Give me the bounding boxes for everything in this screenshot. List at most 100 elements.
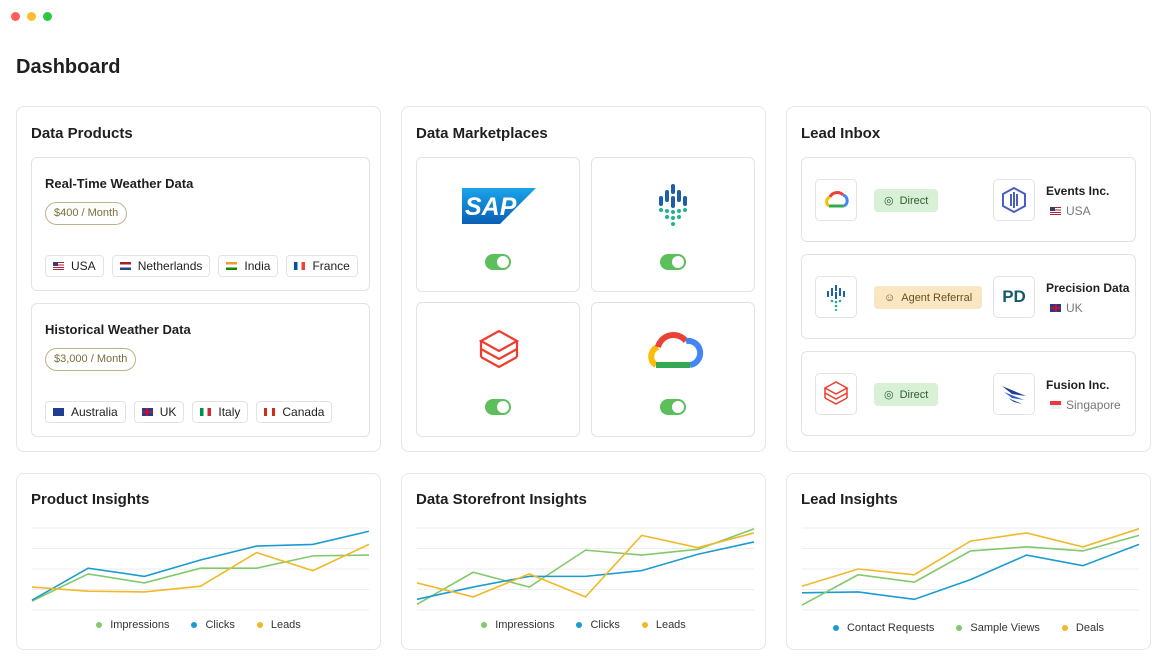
product-name: Historical Weather Data xyxy=(45,322,191,337)
card-title: Data Products xyxy=(31,125,133,142)
chart-card xyxy=(401,473,766,650)
company-country: USA xyxy=(1050,204,1091,218)
window-close[interactable] xyxy=(11,12,20,21)
legend-item: Leads xyxy=(641,619,686,631)
legend-item: Deals xyxy=(1061,622,1105,634)
window-maximize[interactable] xyxy=(43,12,52,21)
legend-label: Deals xyxy=(1075,622,1105,634)
country-chip: Canada xyxy=(256,401,333,423)
company-logo xyxy=(993,373,1035,415)
chart xyxy=(31,527,370,611)
country: UK xyxy=(159,405,177,419)
country: Italy xyxy=(218,405,241,419)
legend-item: Contact Requests xyxy=(832,622,935,634)
series-line xyxy=(801,534,1140,606)
card-title: Lead Inbox xyxy=(801,125,881,142)
legend-swatch xyxy=(96,622,103,628)
country-chip: France xyxy=(286,255,358,277)
legend-swatch xyxy=(256,622,263,628)
lead[interactable]: ◎ Direct Events Inc. USA xyxy=(801,157,1136,242)
data-marketplaces-card: Data Marketplaces SAP xyxy=(401,106,766,452)
price: $400 / Month xyxy=(45,202,128,225)
series-line xyxy=(801,528,1140,587)
lead[interactable]: ◎ Direct Fusion Inc. Singapore xyxy=(801,351,1136,436)
country: India xyxy=(244,259,271,273)
channel: Agent Referral xyxy=(901,291,973,304)
toggle[interactable] xyxy=(660,254,686,270)
channel-badge: ◎ Direct xyxy=(874,383,939,406)
series-line xyxy=(31,543,370,593)
product-name: Real-Time Weather Data xyxy=(45,176,194,191)
legend: Contact Requests Sample Views Deals xyxy=(786,622,1151,634)
legend-label: Leads xyxy=(270,619,301,631)
marketplace xyxy=(591,157,755,292)
chart xyxy=(801,527,1140,611)
channel-badge: ◎ Direct xyxy=(874,189,939,212)
channel-badge: ☺ Agent Referral xyxy=(874,286,983,309)
chart-title: Data Storefront Insights xyxy=(416,491,587,508)
source-logo xyxy=(815,276,857,318)
legend: Impressions Clicks Leads xyxy=(401,619,766,631)
sap-logo: SAP xyxy=(462,188,536,224)
toggle[interactable] xyxy=(660,399,686,415)
company-logo: PD xyxy=(993,276,1035,318)
country: Australia xyxy=(71,405,118,419)
chart-card xyxy=(16,473,381,650)
country-chip: UK xyxy=(133,401,185,423)
chart-card xyxy=(786,473,1151,650)
toggle[interactable] xyxy=(485,399,511,415)
sap-text: SAP xyxy=(465,193,517,221)
country: Singapore xyxy=(1066,398,1121,412)
series-line xyxy=(801,543,1140,601)
product[interactable]: Real-Time Weather Data $400 / Month USA … xyxy=(31,157,370,291)
country: Canada xyxy=(282,405,325,419)
company-name: Fusion Inc. xyxy=(1046,378,1110,392)
legend-item: Clicks xyxy=(191,619,235,631)
series-line xyxy=(31,554,370,602)
legend-swatch xyxy=(576,622,583,628)
legend-item: Sample Views xyxy=(956,622,1040,634)
series-line xyxy=(31,530,370,601)
country-chip: Italy xyxy=(192,401,249,423)
chart-title: Product Insights xyxy=(31,491,150,508)
company-country: UK xyxy=(1050,301,1083,315)
layers-logo xyxy=(478,329,520,369)
legend-label: Impressions xyxy=(495,619,555,631)
country: France xyxy=(312,259,350,273)
product[interactable]: Historical Weather Data $3,000 / Month A… xyxy=(31,303,370,437)
page-title: Dashboard xyxy=(16,56,121,78)
country: UK xyxy=(1066,301,1083,315)
legend-label: Clicks xyxy=(205,619,235,631)
marketplace: SAP xyxy=(416,157,580,292)
country: USA xyxy=(1066,204,1091,218)
legend-swatch xyxy=(832,625,839,631)
series-line xyxy=(416,528,755,605)
lead[interactable]: ☺ Agent Referral PD Precision Data UK xyxy=(801,254,1136,339)
price: $3,000 / Month xyxy=(45,348,137,371)
country: Netherlands xyxy=(137,259,203,273)
legend-swatch xyxy=(641,622,648,628)
legend-label: Sample Views xyxy=(970,622,1040,634)
legend-item: Impressions xyxy=(481,619,554,631)
country-chip: Netherlands xyxy=(111,255,211,277)
series-line xyxy=(416,532,755,598)
series-line xyxy=(416,541,755,601)
window-minimize[interactable] xyxy=(27,12,36,21)
legend-label: Clicks xyxy=(590,619,620,631)
legend-swatch xyxy=(191,622,198,628)
chart xyxy=(416,527,755,611)
marketplace xyxy=(591,302,755,437)
card-title: Data Marketplaces xyxy=(416,125,548,142)
source-logo xyxy=(815,179,857,221)
country: USA xyxy=(71,259,96,273)
company-name: Precision Data xyxy=(1046,281,1130,295)
source-logo xyxy=(815,373,857,415)
country-chip: India xyxy=(218,255,279,277)
legend-label: Contact Requests xyxy=(846,622,935,634)
company-name: Events Inc. xyxy=(1046,184,1110,198)
data-products-card: Data Products Real-Time Weather Data $40… xyxy=(16,106,381,452)
toggle[interactable] xyxy=(485,254,511,270)
company-logo xyxy=(993,179,1035,221)
legend-item: Leads xyxy=(256,619,301,631)
